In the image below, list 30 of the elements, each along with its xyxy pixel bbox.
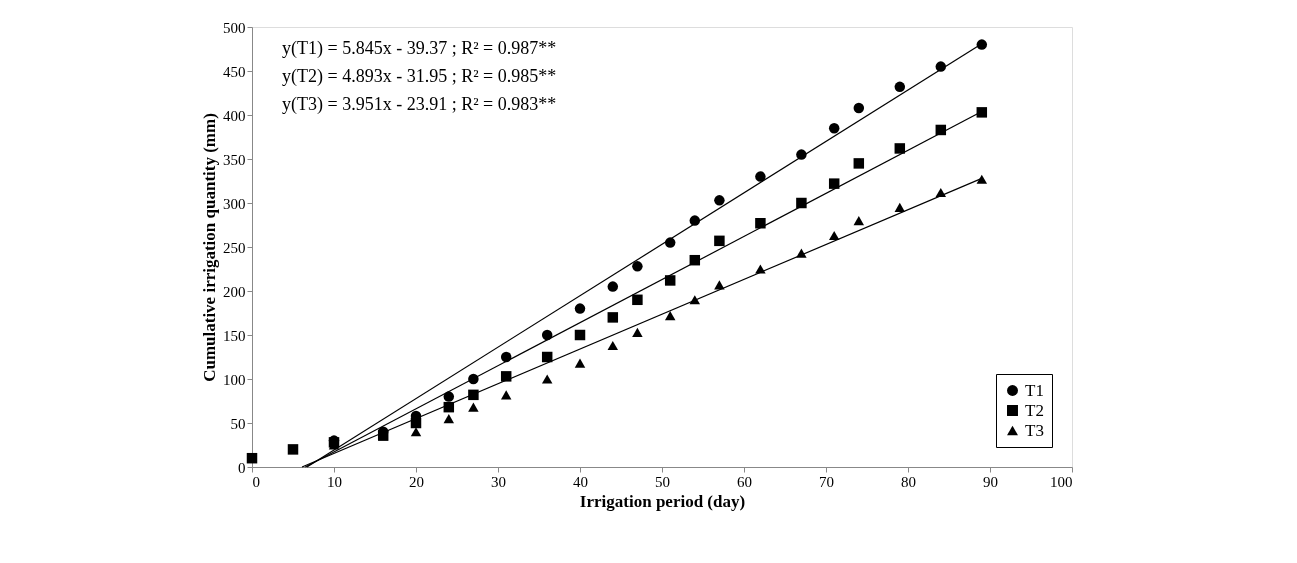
x-tick-label: 20 bbox=[409, 473, 424, 490]
y-tick-label: 200 bbox=[223, 283, 246, 300]
x-tick-label: 10 bbox=[327, 473, 342, 490]
annotation: y(T2) = 4.893x - 31.95 ; R² = 0.985** bbox=[282, 66, 557, 87]
y-tick-label: 0 bbox=[238, 459, 246, 476]
legend-label: T1 bbox=[1025, 380, 1044, 400]
legend-label: T3 bbox=[1025, 420, 1044, 440]
x-tick-label: 60 bbox=[737, 473, 752, 490]
y-tick-label: 50 bbox=[230, 415, 246, 432]
x-tick-label: 30 bbox=[491, 473, 506, 490]
x-tick-label: 50 bbox=[655, 473, 670, 490]
y-tick-label: 300 bbox=[223, 195, 246, 212]
x-tick-label: 40 bbox=[573, 473, 588, 490]
y-tick-label: 400 bbox=[223, 107, 246, 124]
x-tick-label: 0 bbox=[252, 473, 260, 490]
y-axis-title: Cumulative irrigation quantity (mm) bbox=[200, 113, 219, 382]
x-tick-label: 90 bbox=[983, 473, 998, 490]
x-axis-title: Irrigation period (day) bbox=[579, 491, 746, 511]
annotation: y(T3) = 3.951x - 23.91 ; R² = 0.983** bbox=[282, 94, 557, 115]
y-tick-label: 350 bbox=[223, 151, 246, 168]
annotation: y(T1) = 5.845x - 39.37 ; R² = 0.987** bbox=[282, 38, 557, 59]
y-tick-label: 100 bbox=[223, 371, 246, 388]
legend-label: T2 bbox=[1025, 400, 1044, 420]
x-tick-label: 100 bbox=[1050, 473, 1073, 490]
y-tick-label: 250 bbox=[223, 239, 246, 256]
y-tick-label: 500 bbox=[223, 19, 246, 36]
x-tick-label: 80 bbox=[901, 473, 916, 490]
y-tick-label: 450 bbox=[223, 63, 246, 80]
x-tick-label: 70 bbox=[819, 473, 834, 490]
y-tick-label: 150 bbox=[223, 327, 246, 344]
